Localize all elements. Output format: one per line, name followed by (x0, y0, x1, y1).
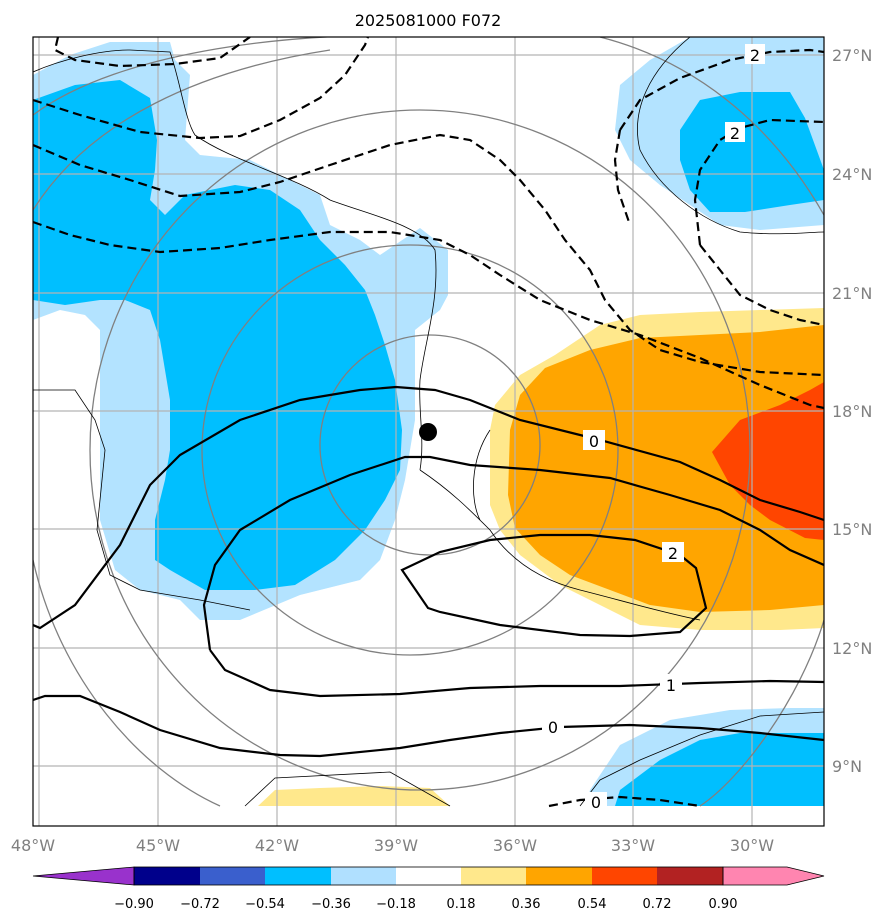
gray-contours (33, 37, 824, 807)
lon-tick-label: 45°W (136, 836, 180, 855)
latitude-ticks: 27°N 24°N 21°N 18°N 15°N 12°N 9°N (832, 46, 872, 776)
contour-label: 1 (666, 676, 676, 695)
colorbar-label: −0.90 (114, 897, 154, 912)
colorbar-label: −0.36 (311, 897, 351, 912)
colorbar-label: 0.90 (709, 897, 738, 912)
colorbar-label: 0.18 (447, 897, 476, 912)
contour-labels: 2 2 0 2 1 0 0 (548, 46, 760, 812)
colorbar-segment (592, 867, 657, 885)
lon-tick-label: 42°W (255, 836, 299, 855)
storm-center-marker (419, 423, 437, 441)
contour-label-backgrounds (542, 44, 765, 812)
colorbar-label: 0.36 (512, 897, 541, 912)
map-frame (32, 36, 825, 827)
dashed-contours (33, 37, 824, 808)
positive-shading (258, 308, 824, 806)
colorbar-label: −0.54 (245, 897, 285, 912)
colorbar-segment (461, 867, 526, 885)
map-panel: 2 2 0 2 1 0 0 (33, 37, 824, 826)
thin-black-contours (33, 37, 824, 807)
colorbar-label: 0.54 (578, 897, 607, 912)
lat-tick-label: 21°N (832, 284, 872, 303)
lat-tick-label: 9°N (832, 757, 862, 776)
contour-label: 2 (668, 544, 678, 563)
figure-title: 2025081000 F072 (355, 11, 502, 30)
contour-label: 2 (750, 46, 760, 65)
colorbar-extend-right (723, 867, 824, 885)
contour-label: 2 (730, 124, 740, 143)
colorbar-segment (200, 867, 265, 885)
lon-tick-label: 33°W (611, 836, 655, 855)
contour-label: 0 (589, 432, 599, 451)
lon-tick-label: 30°W (730, 836, 774, 855)
colorbar-segment (265, 867, 331, 885)
lat-tick-label: 18°N (832, 402, 872, 421)
lat-tick-label: 24°N (832, 165, 872, 184)
lon-tick-label: 39°W (374, 836, 418, 855)
colorbar-segment (396, 867, 461, 885)
longitude-ticks: 48°W 45°W 42°W 39°W 36°W 33°W 30°W (11, 836, 774, 855)
colorbar: −0.90 −0.72 −0.54 −0.36 −0.18 0.18 0.36 … (32, 866, 825, 912)
solid-contours (33, 385, 824, 758)
lat-tick-label: 27°N (832, 46, 872, 65)
lon-tick-label: 48°W (11, 836, 55, 855)
colorbar-label: −0.18 (376, 897, 416, 912)
contour-label: 0 (591, 793, 601, 812)
colorbar-extend-left (33, 867, 134, 885)
colorbar-label: 0.72 (643, 897, 672, 912)
colorbar-label: −0.72 (180, 897, 220, 912)
lon-tick-label: 36°W (493, 836, 537, 855)
colorbar-segment (526, 867, 592, 885)
colorbar-segment (134, 867, 200, 885)
contour-label: 0 (548, 718, 558, 737)
colorbar-segment (331, 867, 396, 885)
lat-tick-label: 12°N (832, 639, 872, 658)
colorbar-segment (657, 867, 723, 885)
graticule (33, 37, 824, 826)
lat-tick-label: 15°N (832, 520, 872, 539)
